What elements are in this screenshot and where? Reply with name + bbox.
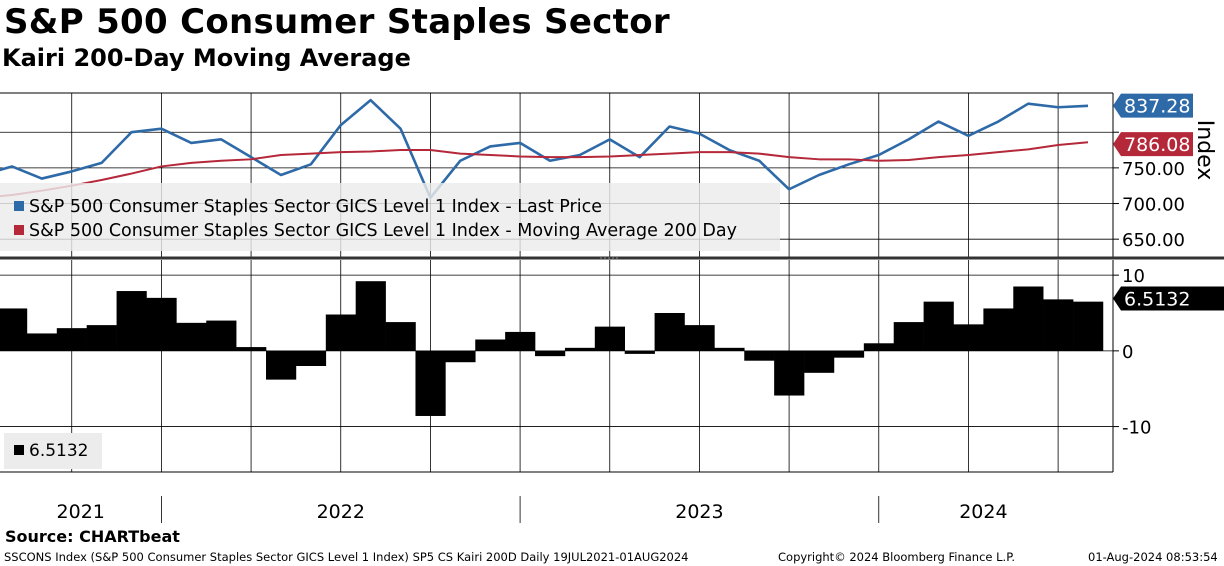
y-tick-label: 10: [1122, 266, 1145, 287]
x-tick-label: 2024: [959, 501, 1007, 523]
kairi-bar: [983, 308, 1014, 351]
x-tick-label: 2022: [317, 501, 365, 523]
kairi-bar: [564, 347, 596, 351]
legend-top: S&P 500 Consumer Staples Sector GICS Lev…: [0, 183, 780, 251]
legend-item-price: S&P 500 Consumer Staples Sector GICS Lev…: [14, 197, 602, 217]
legend-ma-label: S&P 500 Consumer Staples Sector GICS Lev…: [29, 221, 737, 241]
kairi-bar: [26, 333, 58, 351]
price-last-label: 837.28: [1124, 96, 1190, 118]
bottom-panel: 10 0 -10 6.5132: [0, 260, 1224, 473]
kairi-last-label: 6.5132: [1124, 289, 1190, 311]
x-tick-label: 2023: [675, 501, 723, 523]
ma-last-tag: [1113, 132, 1193, 157]
chart-subtitle: Kairi 200-Day Moving Average: [2, 44, 411, 72]
kairi-bar: [1043, 299, 1074, 351]
legend-bottom: 6.5132: [4, 433, 102, 469]
y-tick-label: 700.00: [1122, 195, 1185, 216]
kairi-bar: [505, 331, 536, 351]
kairi-bar: [953, 324, 984, 351]
kairi-bar: [833, 350, 865, 358]
kairi-bar: [594, 326, 626, 351]
kairi-bar: [236, 347, 267, 351]
kairi-bar: [1073, 301, 1104, 351]
kairi-bar: [176, 322, 207, 351]
kairi-bar: [893, 322, 924, 351]
kairi-bar: [535, 350, 566, 357]
kairi-bar: [1013, 286, 1044, 351]
kairi-bar: [325, 314, 356, 351]
ma-last-label: 786.08: [1124, 134, 1190, 156]
kairi-bar: [415, 350, 446, 416]
kairi-bar: [774, 350, 805, 396]
ma-swatch-icon: [14, 225, 24, 235]
kairi-bar: [475, 339, 506, 351]
kairi-bar: [355, 281, 386, 351]
x-axis: 2021 2022 2023 2024: [57, 496, 1008, 523]
kairi-bar: [445, 350, 476, 363]
kairi-bar: [923, 301, 954, 351]
kairi-bar: [295, 350, 327, 366]
kairi-bar: [744, 350, 775, 361]
kairi-bar: [624, 350, 655, 354]
kairi-bar: [266, 350, 297, 380]
price-line: [0, 98, 1089, 200]
price-lines: [0, 98, 1089, 200]
bottom-y-ticks: 10 0 -10 6.5132: [1113, 266, 1224, 439]
kairi-bar: [385, 322, 416, 351]
kairi-bar: [116, 291, 147, 351]
kairi-bar: [654, 313, 685, 351]
kairi-bar: [56, 328, 87, 351]
kairi-bar: [206, 320, 237, 351]
kairi-bar: [714, 347, 745, 351]
price-last-tag: [1113, 93, 1193, 118]
legend-price-label: S&P 500 Consumer Staples Sector GICS Lev…: [29, 197, 602, 217]
kairi-bar: [684, 325, 715, 351]
chart-title: S&P 500 Consumer Staples Sector: [4, 2, 670, 42]
y-tick-label: 750.00: [1122, 159, 1185, 180]
legend-item-ma: S&P 500 Consumer Staples Sector GICS Lev…: [14, 221, 737, 241]
vertical-gridlines: [71, 93, 1059, 472]
legend-kairi-label: 6.5132: [29, 441, 89, 461]
y-tick-label: 0: [1122, 342, 1133, 363]
kairi-bar: [804, 350, 835, 373]
price-swatch-icon: [14, 201, 24, 211]
footer-timestamp: 01-Aug-2024 08:53:54: [1088, 550, 1218, 564]
y-tick-label: 650.00: [1122, 230, 1185, 251]
footer-left: SSCONS Index (S&P 500 Consumer Staples S…: [4, 550, 689, 564]
x-tick-label: 2021: [57, 501, 105, 523]
kairi-last-tag: [1113, 286, 1224, 311]
kairi-swatch-icon: [14, 445, 24, 455]
footer-copyright: Copyright© 2024 Bloomberg Finance L.P.: [778, 550, 1015, 564]
kairi-bar: [146, 297, 177, 351]
kairi-bars: [0, 281, 1104, 416]
kairi-bar: [0, 308, 28, 351]
y-tick-label: -10: [1122, 418, 1151, 439]
kairi-bar: [86, 325, 117, 351]
y-axis-title: Index: [1192, 120, 1217, 181]
source-label: Source: CHARTbeat: [5, 527, 180, 546]
moving-average-line: [0, 141, 1089, 198]
kairi-bar: [863, 343, 895, 351]
